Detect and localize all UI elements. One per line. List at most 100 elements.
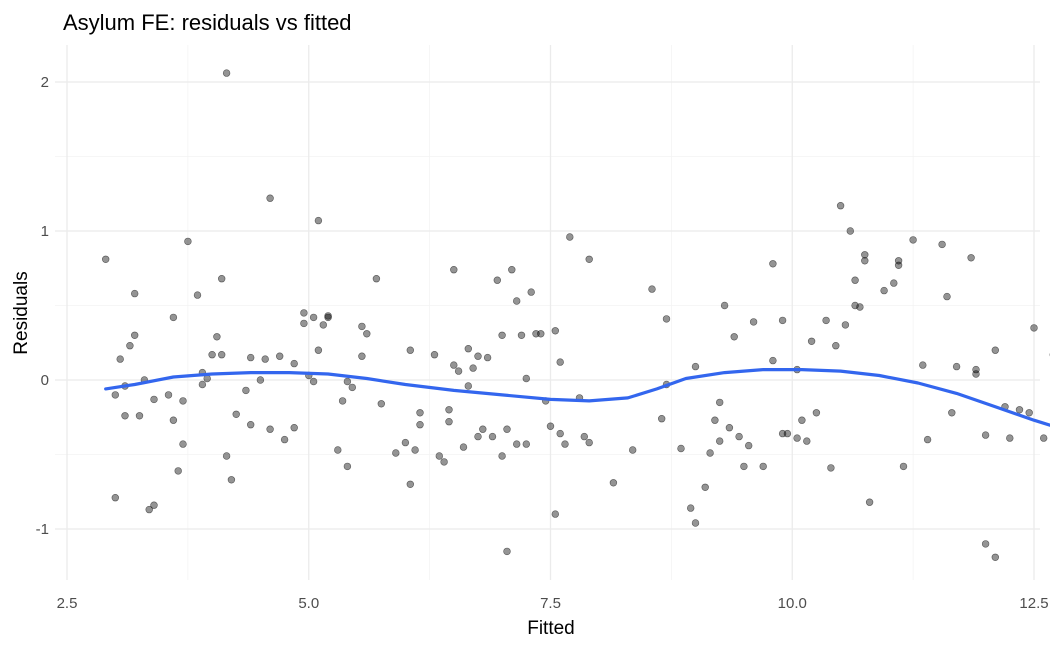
data-point — [952, 362, 961, 371]
data-point — [648, 285, 656, 293]
data-point — [861, 257, 869, 265]
data-point — [406, 346, 414, 354]
data-point — [537, 330, 545, 338]
data-point — [991, 553, 999, 561]
data-point — [222, 452, 231, 460]
data-point — [111, 494, 120, 502]
data-point — [735, 432, 743, 441]
data-point — [145, 505, 153, 514]
smooth-trend-line — [104, 368, 1050, 427]
data-point — [372, 275, 381, 283]
data-point — [948, 409, 956, 417]
data-point — [150, 395, 158, 404]
data-point — [266, 425, 274, 433]
data-point — [459, 443, 468, 451]
x-tick-label: 5.0 — [298, 595, 319, 612]
data-point — [503, 547, 511, 556]
data-point — [450, 266, 458, 274]
data-point — [769, 356, 777, 365]
data-point — [169, 416, 178, 424]
data-point — [662, 315, 671, 323]
data-point — [740, 462, 748, 471]
data-point — [343, 377, 352, 386]
data-point — [440, 458, 448, 466]
data-point — [919, 361, 927, 369]
y-tick-label: 1 — [41, 223, 49, 240]
data-point — [179, 440, 187, 448]
x-tick-label: 2.5 — [57, 595, 78, 612]
data-point — [566, 233, 574, 241]
data-point — [358, 352, 366, 360]
data-point — [280, 435, 289, 444]
data-point — [363, 330, 371, 338]
data-point — [179, 397, 187, 405]
data-point — [101, 255, 110, 263]
data-point — [657, 415, 666, 423]
data-point — [812, 409, 821, 417]
data-point — [861, 251, 869, 259]
data-point — [208, 351, 216, 359]
data-point — [334, 446, 342, 454]
data-point — [416, 421, 424, 429]
x-tick-label: 10.0 — [778, 595, 807, 612]
data-point — [309, 313, 318, 322]
data-point — [483, 353, 492, 362]
data-point — [174, 467, 182, 475]
data-point — [759, 462, 767, 471]
data-point — [319, 321, 327, 329]
data-point — [890, 279, 898, 287]
data-point — [551, 510, 559, 518]
data-point — [300, 319, 308, 328]
data-point — [715, 437, 724, 445]
data-point — [730, 333, 738, 341]
data-point — [126, 342, 134, 350]
data-point — [290, 424, 298, 432]
data-point — [1039, 434, 1048, 442]
data-point — [628, 446, 637, 454]
data-point — [227, 476, 236, 484]
data-point — [164, 391, 173, 399]
data-point — [256, 376, 265, 384]
data-point — [832, 342, 840, 350]
data-point — [348, 383, 356, 392]
data-point — [512, 297, 521, 305]
data-point — [783, 429, 792, 438]
data-point — [116, 355, 124, 363]
data-point — [609, 479, 618, 487]
data-point — [865, 498, 874, 506]
data-point — [247, 353, 255, 362]
data-point — [720, 301, 729, 310]
data-point — [803, 437, 811, 445]
data-point — [450, 361, 458, 369]
data-point — [556, 429, 564, 438]
data-point — [522, 440, 530, 448]
data-point — [1025, 409, 1033, 417]
data-point — [300, 309, 308, 317]
data-point — [508, 266, 516, 274]
data-point — [464, 382, 472, 390]
grid-minor — [55, 45, 1040, 580]
data-point — [479, 425, 487, 433]
data-point — [706, 449, 714, 457]
data-point — [111, 391, 120, 399]
data-point — [247, 421, 255, 429]
data-point — [276, 352, 284, 360]
data-point — [981, 431, 990, 439]
data-point — [715, 398, 724, 407]
data-point — [711, 416, 719, 424]
data-point — [493, 276, 501, 284]
data-point — [411, 446, 419, 454]
data-point — [184, 237, 192, 246]
data-point — [309, 377, 318, 386]
data-point — [169, 313, 178, 322]
data-point — [841, 321, 850, 329]
data-point — [338, 397, 347, 405]
data-point — [546, 422, 555, 430]
data-point — [880, 286, 888, 295]
data-point — [474, 352, 482, 360]
data-point — [198, 380, 207, 389]
data-points — [101, 69, 1050, 561]
data-point — [798, 416, 806, 424]
data-point — [585, 438, 593, 447]
